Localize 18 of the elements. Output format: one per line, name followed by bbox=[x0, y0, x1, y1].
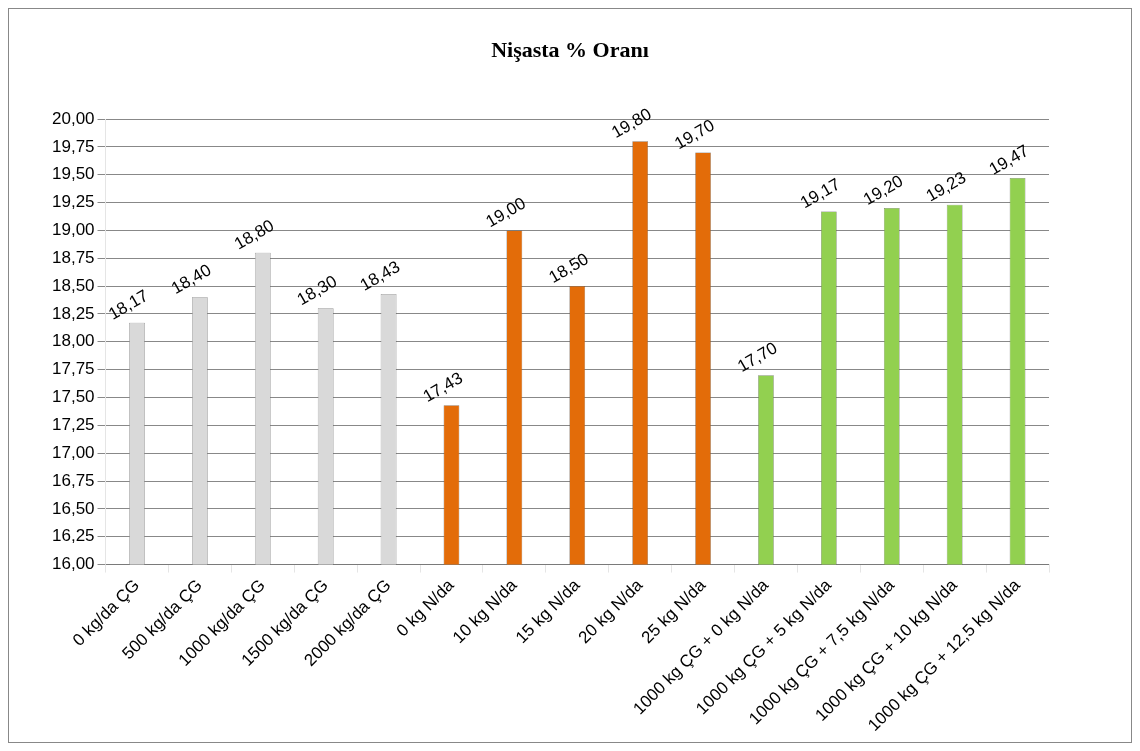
y-tick-label: 16,00 bbox=[51, 554, 95, 574]
y-tick-label: 19,50 bbox=[51, 164, 95, 184]
chart-title: Nişasta % Oranı bbox=[490, 37, 650, 63]
y-tick-label: 19,00 bbox=[51, 220, 95, 240]
y-tick-label: 18,00 bbox=[51, 331, 95, 351]
y-tick-label: 16,50 bbox=[51, 498, 95, 518]
y-tick-label: 18,75 bbox=[51, 247, 95, 267]
y-tick-label: 19,75 bbox=[51, 136, 95, 156]
y-tick-label: 20,00 bbox=[51, 108, 95, 128]
y-tick-label: 17,25 bbox=[51, 415, 95, 435]
y-tick-label: 18,25 bbox=[51, 303, 95, 323]
y-tick-label: 19,25 bbox=[51, 192, 95, 212]
y-tick-label: 16,25 bbox=[51, 526, 95, 546]
y-tick-label: 17,50 bbox=[51, 387, 95, 407]
y-tick-label: 17,75 bbox=[51, 359, 95, 379]
y-tick-label: 18,50 bbox=[51, 275, 95, 295]
y-tick-label: 16,75 bbox=[51, 470, 95, 490]
y-tick-label: 17,00 bbox=[51, 442, 95, 462]
